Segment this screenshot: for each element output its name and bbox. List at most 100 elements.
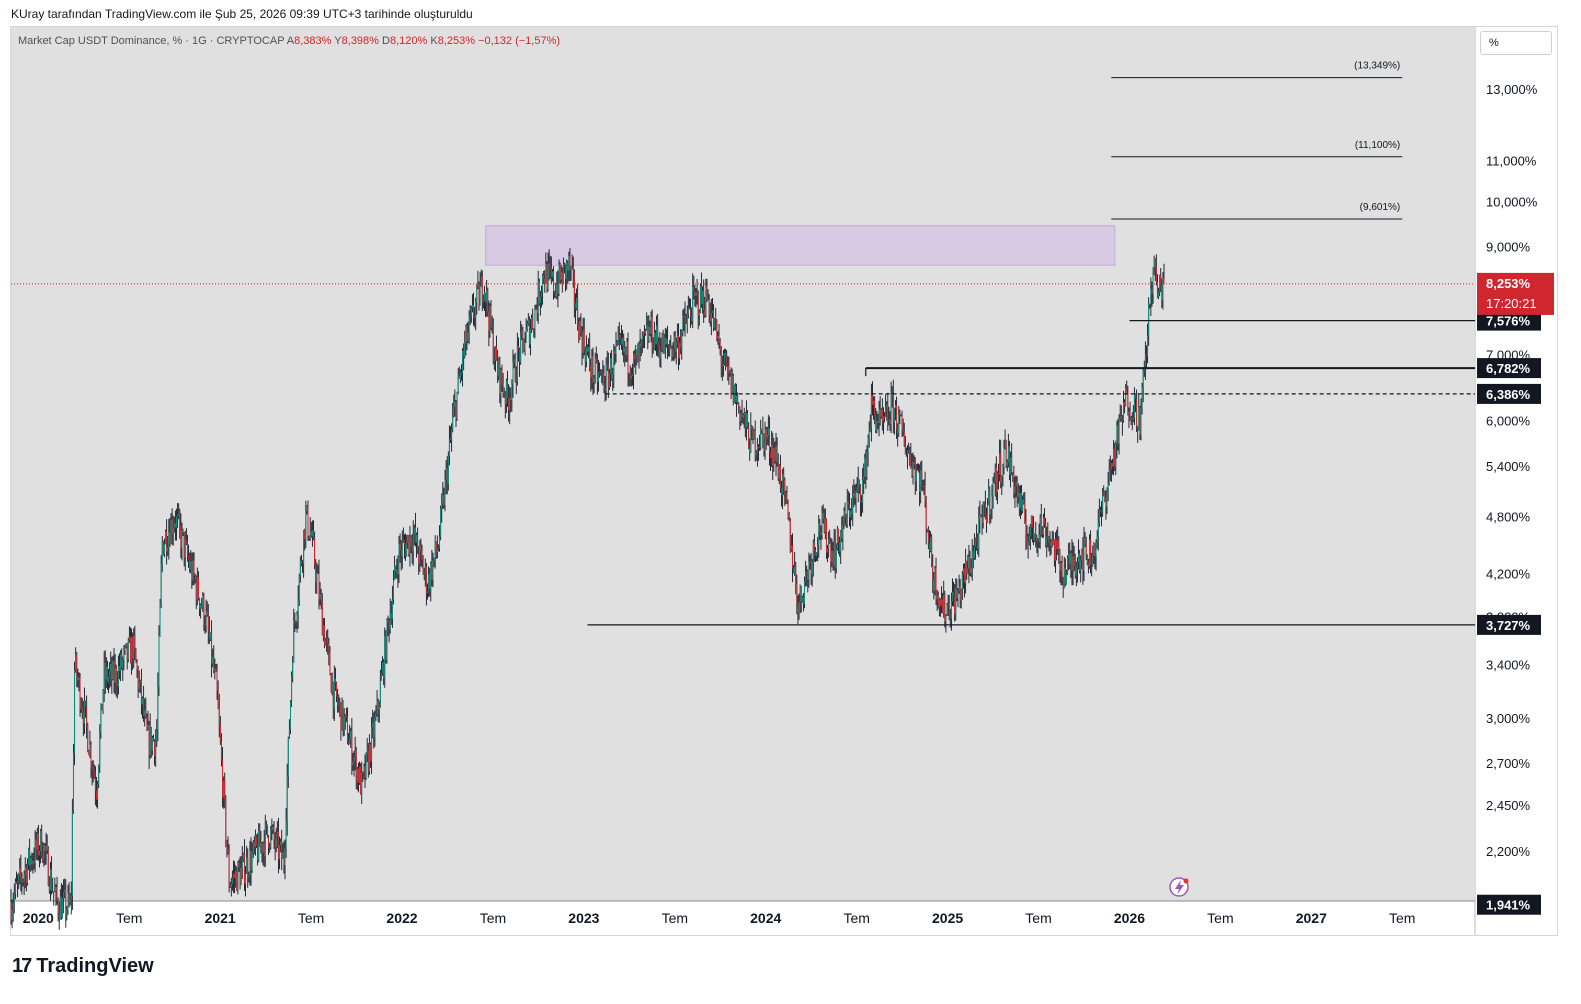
candle-up [22,880,24,882]
candle-down [226,840,228,849]
candle-down [247,857,249,877]
candle-up [372,722,374,727]
candle-up [74,669,76,754]
candle-down [779,465,781,489]
candle-up [341,700,343,731]
candle-up [1055,539,1057,561]
candle-down [584,350,586,363]
candle-up [89,744,91,756]
candle-up [447,456,449,485]
candle-up [771,444,773,459]
candle-up [452,416,454,429]
candle-down [754,430,756,456]
candle-down [294,620,296,623]
price-tick-label: 4,200% [1486,567,1531,582]
candle-up [409,536,411,554]
tradingview-logo[interactable]: 17 TradingView [12,955,154,978]
candle-down [858,480,860,486]
candle-down [1062,577,1064,588]
candle-down [532,318,534,329]
candle-up [1017,492,1019,497]
candle-down [239,867,241,885]
candle-up [1057,540,1059,549]
candle-down [429,573,431,589]
candle-up [681,332,683,348]
candle-down [995,467,997,493]
candle-down [327,638,329,644]
candle-up [260,843,262,847]
candle-up [161,541,163,565]
candle-down [557,284,559,294]
candle-down [643,331,645,334]
candle-up [1115,444,1117,467]
lightning-icon[interactable] [1169,877,1189,897]
candle-down [497,361,499,376]
tradingview-logo-icon: 17 [12,955,32,977]
candle-down [959,586,961,601]
candle-up [108,677,110,683]
candle-up [354,750,356,757]
candle-up [309,531,311,539]
candle-down [119,666,121,671]
candle-up [1152,267,1154,294]
candle-down [185,540,187,542]
candle-down [203,596,205,625]
candle-up [661,334,663,351]
candle-up [646,325,648,330]
candle-down [418,553,420,564]
candle-up [878,408,880,424]
candle-down [602,371,604,374]
candle-up [869,427,871,432]
candle-down [487,290,489,312]
candle-up [305,510,307,540]
time-tick-year: 2023 [568,910,599,926]
candle-up [1072,556,1074,571]
candle-up [450,438,452,441]
level-badge-bg [1477,358,1541,379]
candle-down [171,519,173,534]
candle-up [835,548,837,569]
candle-up [957,591,959,599]
time-tick-month: Tem [843,910,869,926]
candle-up [296,615,298,623]
candle-down [777,462,779,479]
candle-down [1026,535,1028,548]
candle-down [983,502,985,505]
candle-down [789,518,791,550]
candle-up [214,668,216,671]
candle-up [371,726,373,762]
candle-down [146,715,148,730]
candle-up [870,395,872,428]
candle-up [299,560,301,577]
candle-down [488,311,490,331]
candle-down [595,358,597,361]
candle-down [976,537,978,541]
candle-down [1040,517,1042,530]
candle-down [1087,563,1089,568]
candle-up [1130,418,1132,421]
candle-up [867,437,869,452]
candle-down [637,350,639,363]
candle-up [412,534,414,551]
candle-down [667,338,669,345]
candle-up [269,846,271,848]
candle-down [757,446,759,448]
candle-down [1000,453,1002,483]
candle-down [795,566,797,584]
legend-low-value: 8,120% [389,35,428,47]
candle-up [743,412,745,415]
legend-high-value: 8,398% [341,35,379,47]
candle-down [830,541,832,562]
candle-down [861,501,863,503]
percent-scale-button[interactable]: % [1480,31,1552,55]
candle-down [555,293,557,297]
candle-down [400,550,402,557]
plot-background [11,27,1474,901]
candle-up [462,350,464,373]
candle-down [435,542,437,552]
candle-down [261,843,263,853]
candle-up [1110,463,1112,470]
candle-up [440,508,442,537]
candle-up [594,358,596,378]
